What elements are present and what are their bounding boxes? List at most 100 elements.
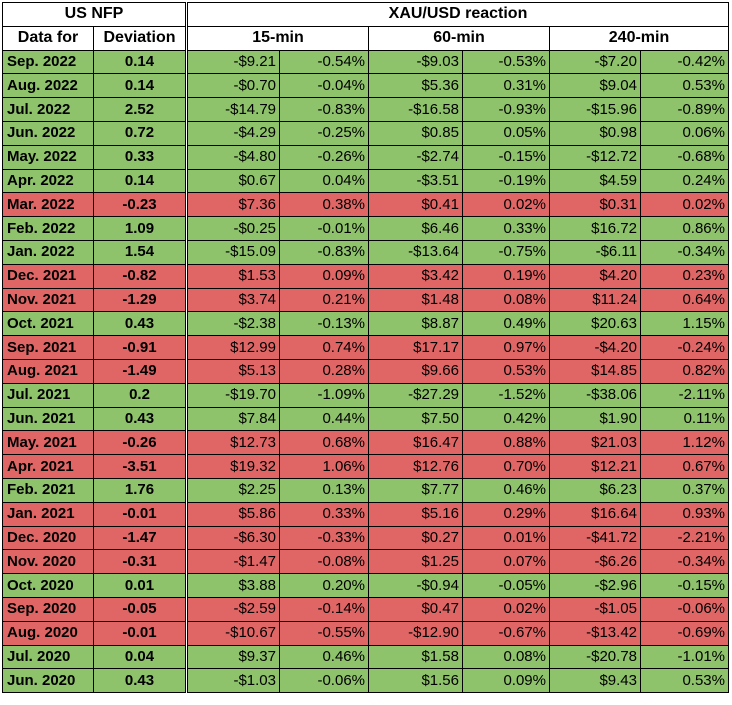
date-cell: Jun. 2021 [2, 406, 94, 432]
change-60min-pct: 0.88% [462, 430, 550, 456]
change-240min-pct: -0.68% [640, 144, 729, 170]
change-240min-usd: $20.63 [549, 311, 641, 337]
change-240min-usd: $6.23 [549, 477, 641, 503]
change-240min-usd: $0.31 [549, 192, 641, 218]
change-60min-pct: 0.29% [462, 501, 550, 527]
change-240min-usd: $16.72 [549, 216, 641, 241]
change-15min-pct: 0.46% [279, 644, 369, 670]
change-15min-usd: -$1.47 [187, 549, 280, 575]
date-cell: Jan. 2021 [2, 501, 94, 527]
change-240min-pct: 0.37% [640, 477, 729, 503]
change-15min-usd: $5.86 [187, 501, 280, 527]
deviation-cell: -1.47 [93, 525, 186, 551]
change-240min-usd: -$41.72 [549, 525, 641, 551]
table-row: Oct. 2020 0.01 $3.88 0.20% -$0.94 -0.05% -$2.9… [2, 573, 729, 598]
date-cell: Apr. 2021 [2, 454, 94, 479]
deviation-header: Deviation [93, 25, 186, 51]
deviation-cell: -0.01 [93, 501, 186, 527]
change-60min-pct: -0.15% [462, 144, 550, 170]
change-240min-usd: $14.85 [549, 358, 641, 384]
change-15min-usd: -$9.21 [187, 49, 280, 75]
change-240min-pct: 0.67% [640, 454, 729, 479]
deviation-cell: -0.01 [93, 620, 186, 646]
date-cell: Jun. 2022 [2, 120, 94, 146]
change-60min-pct: 0.09% [462, 668, 550, 694]
deviation-cell: 0.43 [93, 311, 186, 337]
table-row: Jul. 2020 0.04 $9.37 0.46% $1.58 0.08% -$20.78… [2, 644, 729, 670]
change-240min-pct: 1.15% [640, 311, 729, 337]
change-60min-pct: -1.52% [462, 382, 550, 408]
change-60min-usd: $7.77 [368, 477, 463, 503]
deviation-cell: -0.82 [93, 263, 186, 289]
deviation-cell: 0.14 [93, 168, 186, 194]
change-240min-pct: 0.11% [640, 406, 729, 432]
change-15min-usd: $0.67 [187, 168, 280, 194]
change-240min-usd: $4.20 [549, 263, 641, 289]
change-15min-pct: -0.01% [279, 216, 369, 241]
change-60min-pct: 0.08% [462, 287, 550, 313]
deviation-cell: 0.72 [93, 120, 186, 146]
change-240min-usd: -$6.11 [549, 239, 641, 265]
change-60min-usd: $5.16 [368, 501, 463, 527]
change-15min-pct: 0.28% [279, 358, 369, 384]
change-240min-usd: $16.64 [549, 501, 641, 527]
change-15min-usd: -$19.70 [187, 382, 280, 408]
data-for-header: Data for [2, 25, 94, 51]
change-60min-usd: -$16.58 [368, 97, 463, 122]
table-row: Aug. 2022 0.14 -$0.70 -0.04% $5.36 0.31% $9.04… [2, 73, 729, 99]
change-60min-usd: $1.56 [368, 668, 463, 694]
change-240min-pct: 0.93% [640, 501, 729, 527]
table-row: Nov. 2021 -1.29 $3.74 0.21% $1.48 0.08% $11.24… [2, 287, 729, 313]
change-15min-usd: -$1.03 [187, 668, 280, 694]
change-15min-pct: -0.54% [279, 49, 369, 75]
date-cell: Sep. 2020 [2, 596, 94, 622]
table-row: Dec. 2021 -0.82 $1.53 0.09% $3.42 0.19% $4.20 0… [2, 263, 729, 289]
date-cell: Nov. 2020 [2, 549, 94, 575]
deviation-cell: 1.09 [93, 216, 186, 241]
date-cell: Sep. 2022 [2, 49, 94, 75]
table-row: Oct. 2021 0.43 -$2.38 -0.13% $8.87 0.49% $20.6… [2, 311, 729, 337]
change-240min-usd: -$7.20 [549, 49, 641, 75]
deviation-cell: 0.43 [93, 406, 186, 432]
change-60min-usd: -$12.90 [368, 620, 463, 646]
change-240min-pct: -0.34% [640, 239, 729, 265]
deviation-cell: 0.43 [93, 668, 186, 694]
change-15min-pct: -0.14% [279, 596, 369, 622]
deviation-cell: -0.23 [93, 192, 186, 218]
change-60min-pct: 0.01% [462, 525, 550, 551]
table-row: Sep. 2020 -0.05 -$2.59 -0.14% $0.47 0.02% -$1.… [2, 596, 729, 622]
change-60min-usd: $0.27 [368, 525, 463, 551]
change-15min-usd: $2.25 [187, 477, 280, 503]
deviation-cell: 2.52 [93, 97, 186, 122]
change-60min-usd: $17.17 [368, 335, 463, 360]
change-15min-usd: -$10.67 [187, 620, 280, 646]
change-15min-usd: $3.88 [187, 573, 280, 598]
change-60min-usd: $7.50 [368, 406, 463, 432]
change-15min-pct: 0.33% [279, 501, 369, 527]
table-row: Jul. 2021 0.2 -$19.70 -1.09% -$27.29 -1.52% -$… [2, 382, 729, 408]
change-60min-pct: -0.93% [462, 97, 550, 122]
change-60min-pct: 0.46% [462, 477, 550, 503]
change-240min-pct: 0.64% [640, 287, 729, 313]
change-15min-usd: $9.37 [187, 644, 280, 670]
change-15min-pct: 0.44% [279, 406, 369, 432]
change-240min-pct: -2.11% [640, 382, 729, 408]
table-row: Nov. 2020 -0.31 -$1.47 -0.08% $1.25 0.07% -$6.… [2, 549, 729, 575]
change-60min-pct: 0.08% [462, 644, 550, 670]
deviation-cell: -0.05 [93, 596, 186, 622]
change-240min-pct: 0.02% [640, 192, 729, 218]
table-row: May. 2022 0.33 -$4.80 -0.26% -$2.74 -0.15% -$1… [2, 144, 729, 170]
change-240min-usd: -$13.42 [549, 620, 641, 646]
table-row: Apr. 2022 0.14 $0.67 0.04% -$3.51 -0.19% $4.59… [2, 168, 729, 194]
change-240min-usd: -$2.96 [549, 573, 641, 598]
change-15min-pct: 0.74% [279, 335, 369, 360]
change-240min-pct: -0.69% [640, 620, 729, 646]
table-row: Feb. 2021 1.76 $2.25 0.13% $7.77 0.46% $6.23 0.… [2, 477, 729, 503]
change-15min-pct: -0.25% [279, 120, 369, 146]
60min-header: 60-min [368, 25, 550, 51]
date-cell: Apr. 2022 [2, 168, 94, 194]
table-row: Jan. 2021 -0.01 $5.86 0.33% $5.16 0.29% $16.64… [2, 501, 729, 527]
change-60min-usd: $3.42 [368, 263, 463, 289]
change-60min-pct: 0.53% [462, 358, 550, 384]
change-240min-usd: $11.24 [549, 287, 641, 313]
